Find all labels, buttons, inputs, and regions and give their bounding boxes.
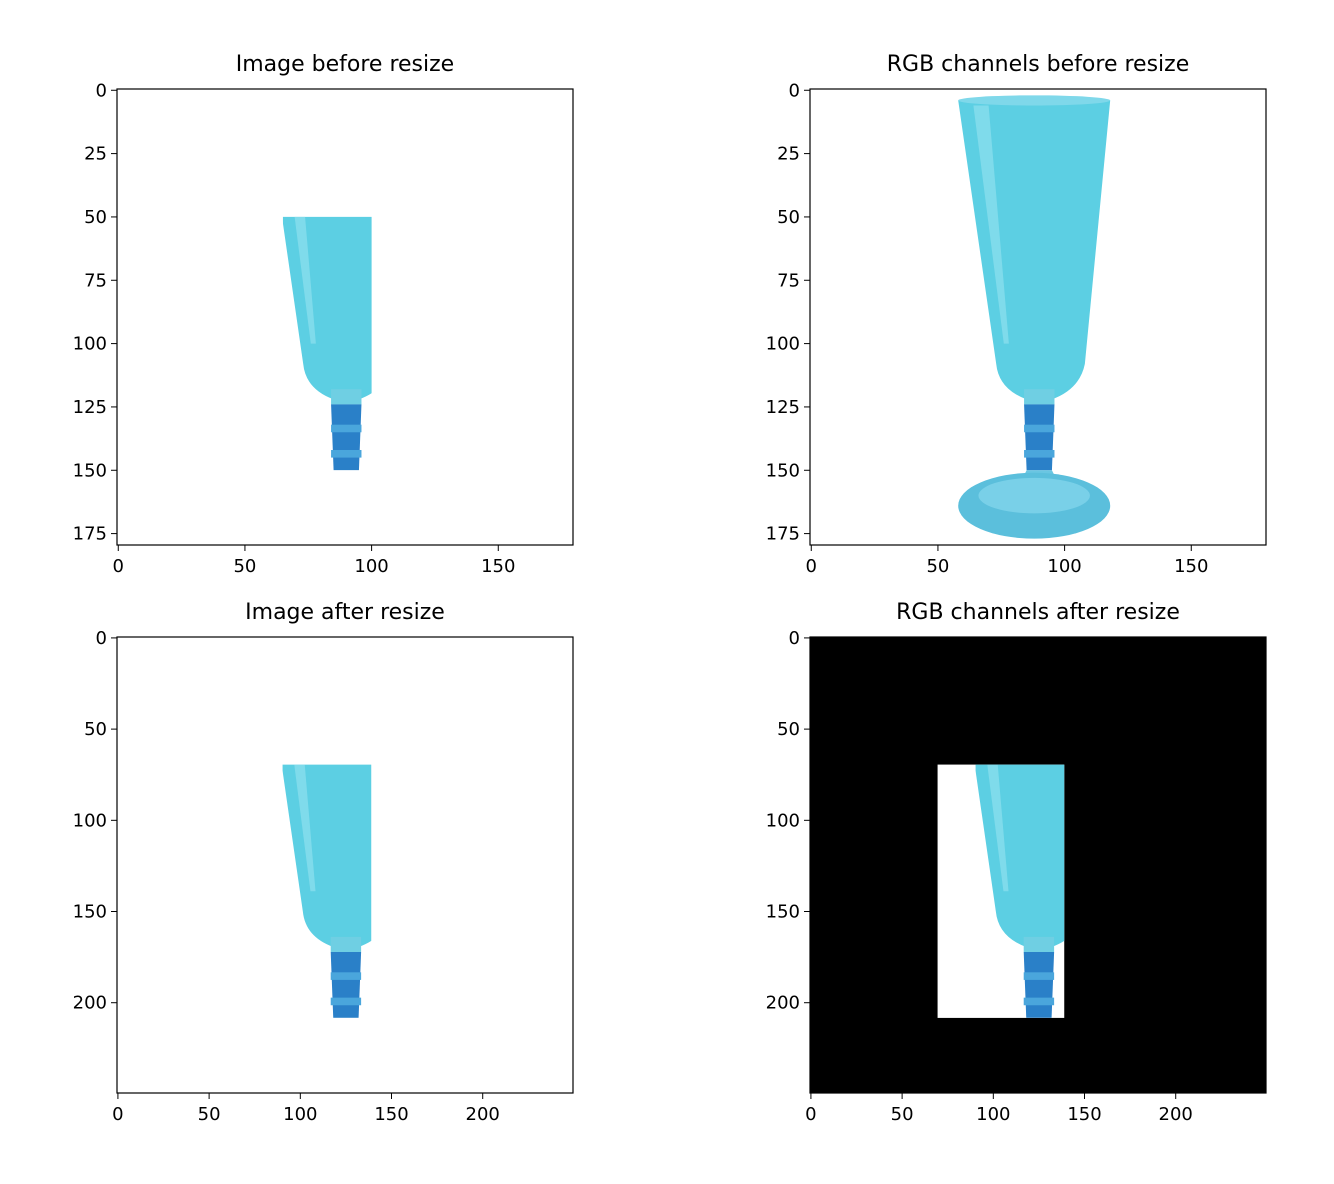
subplot-1: Image before resize 0 50 100 150 0 25 50 75 100 12… [73, 52, 574, 577]
y-tick-label: 200 [73, 993, 107, 1014]
x-tick-label: 200 [1159, 1104, 1193, 1125]
x-tick-label: 100 [1047, 556, 1081, 577]
x-tick-label: 150 [481, 556, 515, 577]
axes-frame [116, 636, 574, 1094]
y-tick-label: 0 [96, 80, 107, 101]
image-panel [810, 89, 1266, 545]
y-tick-label: 25 [84, 144, 107, 165]
y-tick-label: 150 [73, 902, 107, 923]
subplot-4: RGB channels after resize 0 50 100 150 200 0 50… [766, 600, 1267, 1125]
image-panel [117, 637, 573, 1093]
y-tick-label: 50 [84, 207, 107, 228]
y-tick-label: 175 [766, 524, 800, 545]
y-tick-label: 25 [777, 144, 800, 165]
subplot-2: RGB channels before resize 0 50 100 150 0 25 50… [766, 52, 1267, 577]
axes-frame [809, 636, 1267, 1094]
x-tick-label: 0 [805, 1104, 816, 1125]
x-tick-label: 50 [198, 1104, 221, 1125]
y-tick-label: 50 [777, 207, 800, 228]
axes-frame [809, 88, 1267, 546]
x-tick-label: 0 [806, 556, 817, 577]
x-tick-label: 0 [113, 556, 124, 577]
axes-frame [116, 88, 574, 546]
subplot-title: RGB channels after resize [896, 600, 1180, 625]
y-tick-label: 100 [73, 334, 107, 355]
y-tick-label: 125 [73, 397, 107, 418]
subplot-title: Image before resize [236, 52, 454, 77]
y-tick-label: 100 [73, 810, 107, 831]
y-tick-label: 100 [766, 810, 800, 831]
y-tick-label: 200 [766, 993, 800, 1014]
y-tick-label: 175 [73, 524, 107, 545]
image-panel [810, 637, 1266, 1093]
x-tick-label: 150 [374, 1104, 408, 1125]
y-tick-label: 150 [73, 460, 107, 481]
y-tick-label: 100 [766, 334, 800, 355]
x-tick-label: 50 [891, 1104, 914, 1125]
x-tick-label: 50 [233, 556, 256, 577]
x-tick-label: 100 [976, 1104, 1010, 1125]
y-tick-label: 150 [766, 460, 800, 481]
x-tick-label: 50 [926, 556, 949, 577]
x-tick-label: 150 [1174, 556, 1208, 577]
y-tick-label: 0 [96, 628, 107, 649]
x-tick-label: 0 [112, 1104, 123, 1125]
image-panel [117, 89, 573, 545]
subplot-title: RGB channels before resize [887, 52, 1189, 77]
subplot-3: Image after resize 0 50 100 150 200 0 50 100 150 2… [73, 600, 574, 1125]
y-tick-label: 125 [766, 397, 800, 418]
x-tick-label: 100 [283, 1104, 317, 1125]
y-tick-label: 0 [789, 628, 800, 649]
y-tick-label: 0 [789, 80, 800, 101]
x-tick-label: 200 [466, 1104, 500, 1125]
y-tick-label: 75 [84, 270, 107, 291]
y-tick-label: 50 [777, 719, 800, 740]
y-tick-label: 75 [777, 270, 800, 291]
x-tick-label: 100 [354, 556, 388, 577]
subplot-title: Image after resize [245, 600, 445, 625]
y-tick-label: 150 [766, 902, 800, 923]
y-tick-label: 50 [84, 719, 107, 740]
x-tick-label: 150 [1067, 1104, 1101, 1125]
